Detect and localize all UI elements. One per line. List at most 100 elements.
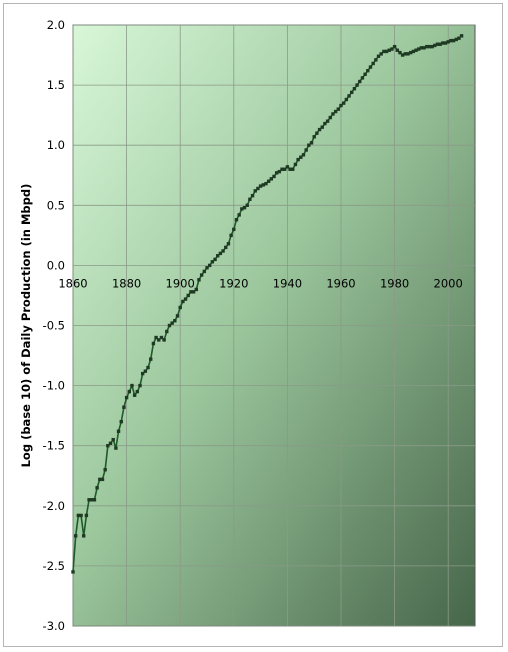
data-point <box>390 47 394 51</box>
data-point <box>183 297 188 301</box>
data-point <box>285 165 290 169</box>
data-point <box>242 206 247 210</box>
data-point <box>202 269 207 274</box>
data-point <box>328 115 332 120</box>
data-point <box>398 50 402 55</box>
data-point <box>355 83 359 87</box>
data-point <box>79 513 83 518</box>
data-point <box>229 233 233 238</box>
data-point <box>441 41 445 45</box>
data-point <box>269 177 274 181</box>
data-point <box>395 48 399 52</box>
data-point <box>433 43 437 48</box>
data-point <box>127 389 131 394</box>
data-point <box>301 153 306 157</box>
x-tick-label: 1860 <box>58 276 87 290</box>
data-point <box>73 534 78 538</box>
data-point <box>189 290 193 294</box>
data-point <box>248 197 252 201</box>
data-point <box>317 127 322 132</box>
data-point <box>264 181 268 186</box>
data-point <box>207 263 212 268</box>
data-point <box>130 383 134 388</box>
data-point <box>154 335 158 340</box>
data-point <box>100 477 105 482</box>
data-point <box>280 167 284 171</box>
data-point <box>272 174 276 179</box>
data-point <box>261 183 265 187</box>
data-point <box>438 42 442 46</box>
data-point <box>425 44 429 49</box>
data-point <box>122 405 126 409</box>
data-point <box>138 383 142 388</box>
data-point <box>358 79 362 84</box>
data-point <box>451 38 456 43</box>
data-point <box>256 186 260 191</box>
data-point <box>374 58 378 62</box>
data-point <box>406 52 410 56</box>
grid-lines <box>72 24 475 627</box>
data-point <box>427 44 432 49</box>
data-point <box>167 323 172 328</box>
data-point <box>111 437 115 442</box>
data-point <box>173 318 177 323</box>
data-point <box>199 273 204 277</box>
data-point <box>408 50 413 55</box>
data-point <box>387 48 391 52</box>
data-point <box>392 44 397 49</box>
data-point <box>312 135 316 139</box>
data-point <box>103 468 107 472</box>
data-point <box>106 444 110 448</box>
data-point <box>291 167 295 171</box>
data-point <box>323 121 327 126</box>
data-point <box>446 40 450 44</box>
data-point <box>191 290 196 294</box>
data-point <box>90 498 94 502</box>
y-tick-label: 0.5 <box>47 198 65 212</box>
data-point <box>119 419 123 424</box>
data-point <box>347 94 351 98</box>
data-point <box>366 68 370 73</box>
data-point <box>417 47 421 51</box>
data-point <box>339 103 343 108</box>
data-point <box>175 314 180 318</box>
data-point <box>146 365 150 370</box>
data-point <box>430 44 434 49</box>
data-point <box>414 48 418 52</box>
data-point <box>140 371 145 376</box>
data-point <box>331 112 335 116</box>
data-points <box>71 34 464 574</box>
data-point <box>320 125 324 129</box>
x-tick-label: 1980 <box>380 276 409 290</box>
data-point <box>224 245 228 250</box>
data-point <box>299 155 303 159</box>
data-point <box>237 213 241 217</box>
data-point <box>379 52 383 56</box>
y-tick-label: -1.5 <box>43 439 65 453</box>
data-point <box>71 570 75 574</box>
x-tick-label: 1900 <box>166 276 195 290</box>
data-point <box>124 395 129 400</box>
data-point <box>307 143 311 147</box>
data-point <box>186 293 190 298</box>
data-point <box>116 429 121 433</box>
data-point <box>143 369 148 373</box>
data-point <box>216 254 220 258</box>
data-point <box>218 251 223 256</box>
data-point <box>151 341 156 346</box>
data-point <box>384 49 389 54</box>
data-point <box>368 65 373 69</box>
data-point <box>315 131 319 135</box>
data-point <box>435 42 440 46</box>
data-point <box>82 534 86 538</box>
data-point <box>170 321 174 325</box>
data-point <box>157 338 161 342</box>
data-point <box>221 249 225 253</box>
data-point <box>371 61 375 66</box>
data-point <box>226 242 231 246</box>
data-point <box>304 148 308 152</box>
data-point <box>132 393 137 397</box>
data-point <box>293 162 298 167</box>
data-point <box>454 37 458 42</box>
